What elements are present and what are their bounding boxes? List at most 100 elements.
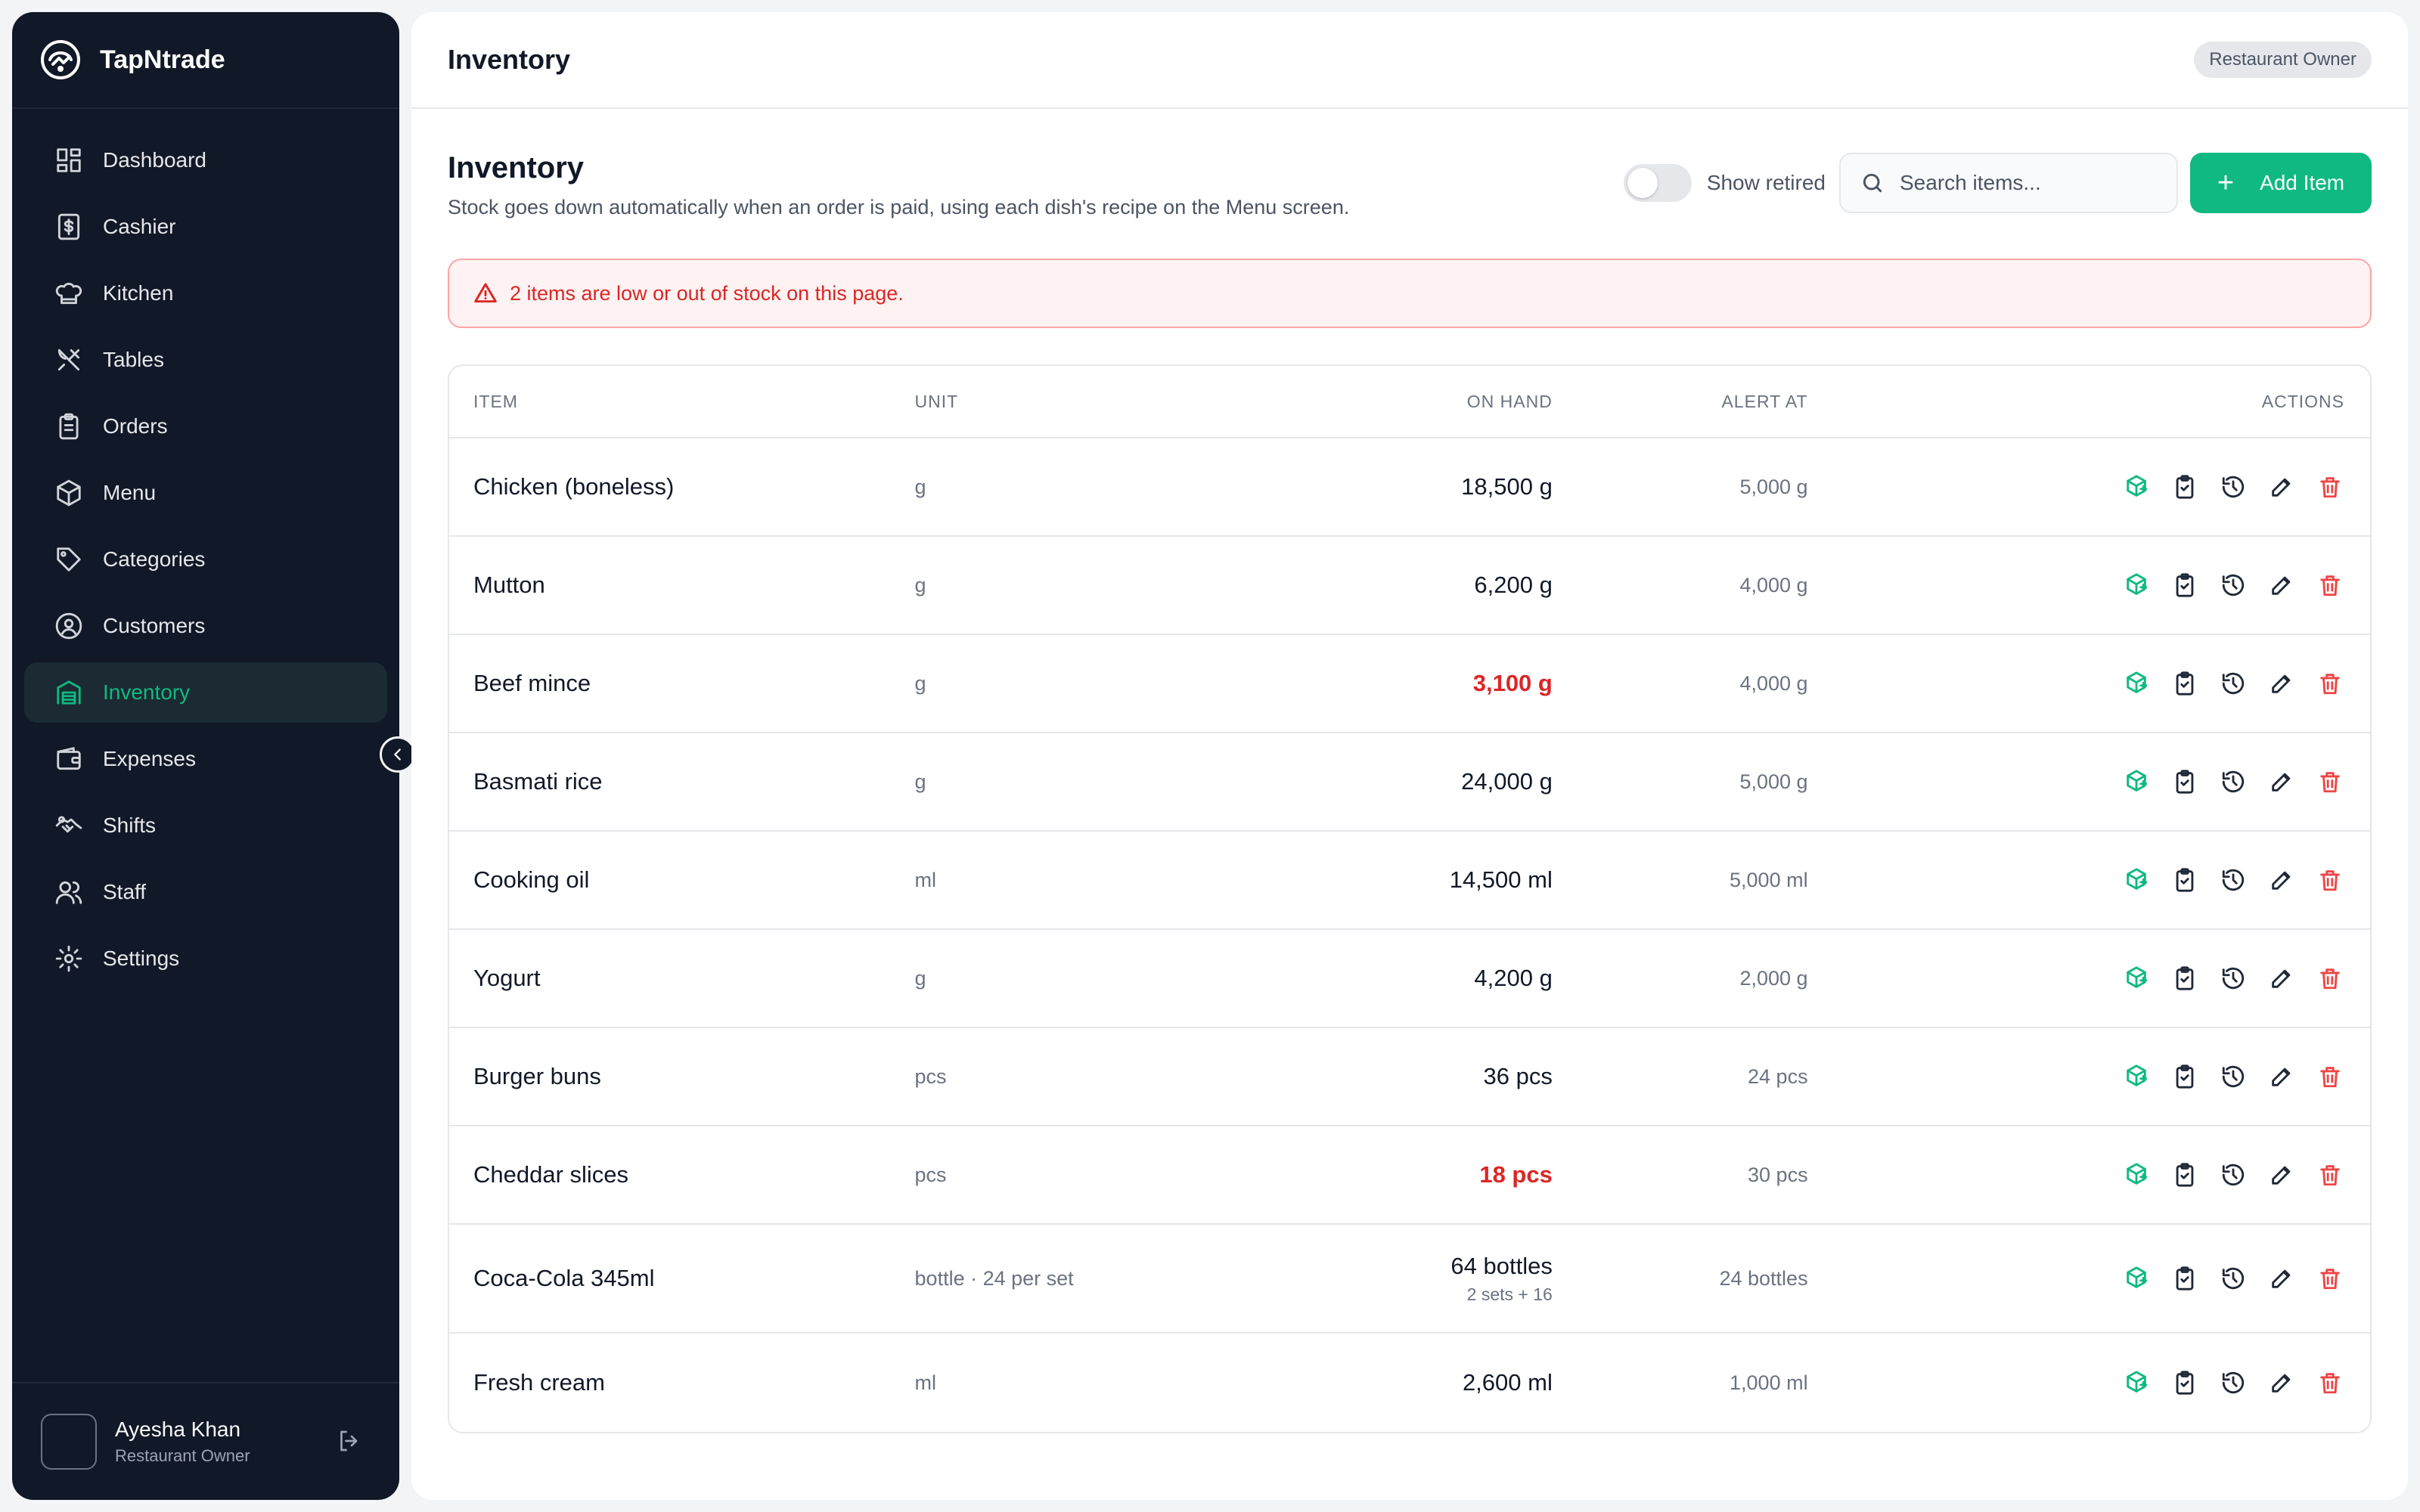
table-row[interactable]: Coca-Cola 345ml bottle · 24 per set 64 bot… [449, 1225, 2370, 1334]
sidebar-item-dashboard[interactable]: Dashboard [24, 130, 387, 191]
delete-icon[interactable] [2316, 472, 2344, 501]
sidebar: TapNtrade Dashboard Cashier Kitchen Tables O… [12, 12, 399, 1500]
restock-icon[interactable] [2122, 669, 2151, 698]
edit-icon[interactable] [2267, 1160, 2296, 1189]
sidebar-item-expenses[interactable]: Expenses [24, 729, 387, 789]
table-row[interactable]: Chicken (boneless) g 18,500 g 5,000 g [449, 438, 2370, 537]
history-icon[interactable] [2219, 669, 2248, 698]
table-row[interactable]: Yogurt g 4,200 g 2,000 g [449, 930, 2370, 1028]
restock-icon[interactable] [2122, 472, 2151, 501]
stock-count-icon[interactable] [2170, 964, 2199, 993]
edit-icon[interactable] [2267, 472, 2296, 501]
restock-icon[interactable] [2122, 964, 2151, 993]
logout-icon[interactable] [336, 1427, 363, 1455]
sidebar-item-categories[interactable]: Categories [24, 529, 387, 590]
restock-icon[interactable] [2122, 1368, 2151, 1397]
topbar-title: Inventory [448, 44, 571, 75]
sidebar-item-orders[interactable]: Orders [24, 396, 387, 457]
box-icon [54, 479, 83, 507]
show-retired-toggle[interactable] [1623, 164, 1692, 202]
row-actions [1808, 1160, 2370, 1189]
edit-icon[interactable] [2267, 1062, 2296, 1091]
edit-icon[interactable] [2267, 866, 2296, 894]
header-item[interactable]: ITEM [473, 391, 518, 411]
delete-icon[interactable] [2316, 1062, 2344, 1091]
edit-icon[interactable] [2267, 964, 2296, 993]
sidebar-item-inventory[interactable]: Inventory [24, 662, 387, 723]
table-row[interactable]: Burger buns pcs 36 pcs 24 pcs [449, 1028, 2370, 1126]
stock-count-icon[interactable] [2170, 472, 2199, 501]
history-icon[interactable] [2219, 964, 2248, 993]
show-retired-label: Show retired [1706, 171, 1826, 194]
header-on-hand[interactable]: ON HAND [1466, 391, 1553, 411]
item-unit: g [914, 671, 926, 695]
stock-count-icon[interactable] [2170, 1264, 2199, 1293]
delete-icon[interactable] [2316, 1160, 2344, 1189]
table-row[interactable]: Cooking oil ml 14,500 ml 5,000 ml [449, 832, 2370, 930]
edit-icon[interactable] [2267, 571, 2296, 600]
alert-threshold: 30 pcs [1748, 1163, 1808, 1186]
restock-icon[interactable] [2122, 1062, 2151, 1091]
delete-icon[interactable] [2316, 964, 2344, 993]
delete-icon[interactable] [2316, 866, 2344, 894]
stock-count-icon[interactable] [2170, 767, 2199, 796]
stock-count-icon[interactable] [2170, 1160, 2199, 1189]
history-icon[interactable] [2219, 767, 2248, 796]
history-icon[interactable] [2219, 1368, 2248, 1397]
header-actions: ACTIONS [2261, 391, 2344, 411]
sidebar-item-kitchen[interactable]: Kitchen [24, 263, 387, 324]
brand[interactable]: TapNtrade [12, 12, 399, 109]
add-item-button[interactable]: + Add Item [2190, 153, 2372, 213]
history-icon[interactable] [2219, 866, 2248, 894]
sidebar-collapse-button[interactable] [380, 736, 416, 773]
delete-icon[interactable] [2316, 669, 2344, 698]
delete-icon[interactable] [2316, 767, 2344, 796]
sidebar-item-shifts[interactable]: Shifts [24, 795, 387, 856]
edit-icon[interactable] [2267, 1368, 2296, 1397]
stock-count-icon[interactable] [2170, 571, 2199, 600]
edit-icon[interactable] [2267, 767, 2296, 796]
stock-count-icon[interactable] [2170, 1368, 2199, 1397]
avatar[interactable] [41, 1414, 97, 1470]
stock-count-icon[interactable] [2170, 1062, 2199, 1091]
table-row[interactable]: Basmati rice g 24,000 g 5,000 g [449, 733, 2370, 832]
add-item-label: Add Item [2260, 171, 2345, 194]
restock-icon[interactable] [2122, 571, 2151, 600]
delete-icon[interactable] [2316, 1264, 2344, 1293]
search-input[interactable] [1900, 171, 2157, 195]
sidebar-item-label: Categories [103, 547, 206, 571]
history-icon[interactable] [2219, 571, 2248, 600]
sidebar-item-label: Shifts [103, 813, 157, 837]
alert-text: 2 items are low or out of stock on this … [510, 281, 904, 305]
sidebar-item-staff[interactable]: Staff [24, 862, 387, 922]
stock-count-icon[interactable] [2170, 669, 2199, 698]
item-name: Cooking oil [473, 866, 590, 893]
table-body: Chicken (boneless) g 18,500 g 5,000 g Mutton… [449, 438, 2370, 1432]
history-icon[interactable] [2219, 1264, 2248, 1293]
restock-icon[interactable] [2122, 1160, 2151, 1189]
sidebar-item-menu[interactable]: Menu [24, 463, 387, 523]
sidebar-item-customers[interactable]: Customers [24, 596, 387, 656]
delete-icon[interactable] [2316, 571, 2344, 600]
table-row[interactable]: Mutton g 6,200 g 4,000 g [449, 537, 2370, 635]
history-icon[interactable] [2219, 1062, 2248, 1091]
edit-icon[interactable] [2267, 1264, 2296, 1293]
brand-name: TapNtrade [100, 45, 225, 74]
table-row[interactable]: Cheddar slices pcs 18 pcs 30 pcs [449, 1126, 2370, 1225]
stock-count-icon[interactable] [2170, 866, 2199, 894]
header-alert-at[interactable]: ALERT AT [1721, 391, 1808, 411]
table-row[interactable]: Beef mince g 3,100 g 4,000 g [449, 635, 2370, 733]
delete-icon[interactable] [2316, 1368, 2344, 1397]
history-icon[interactable] [2219, 472, 2248, 501]
restock-icon[interactable] [2122, 1264, 2151, 1293]
restock-icon[interactable] [2122, 767, 2151, 796]
history-icon[interactable] [2219, 1160, 2248, 1189]
edit-icon[interactable] [2267, 669, 2296, 698]
sidebar-item-settings[interactable]: Settings [24, 928, 387, 989]
restock-icon[interactable] [2122, 866, 2151, 894]
header-unit[interactable]: UNIT [914, 391, 959, 411]
user-name: Ayesha Khan [115, 1418, 241, 1441]
table-row[interactable]: Fresh cream ml 2,600 ml 1,000 ml [449, 1334, 2370, 1432]
sidebar-item-cashier[interactable]: Cashier [24, 197, 387, 257]
sidebar-item-tables[interactable]: Tables [24, 330, 387, 390]
